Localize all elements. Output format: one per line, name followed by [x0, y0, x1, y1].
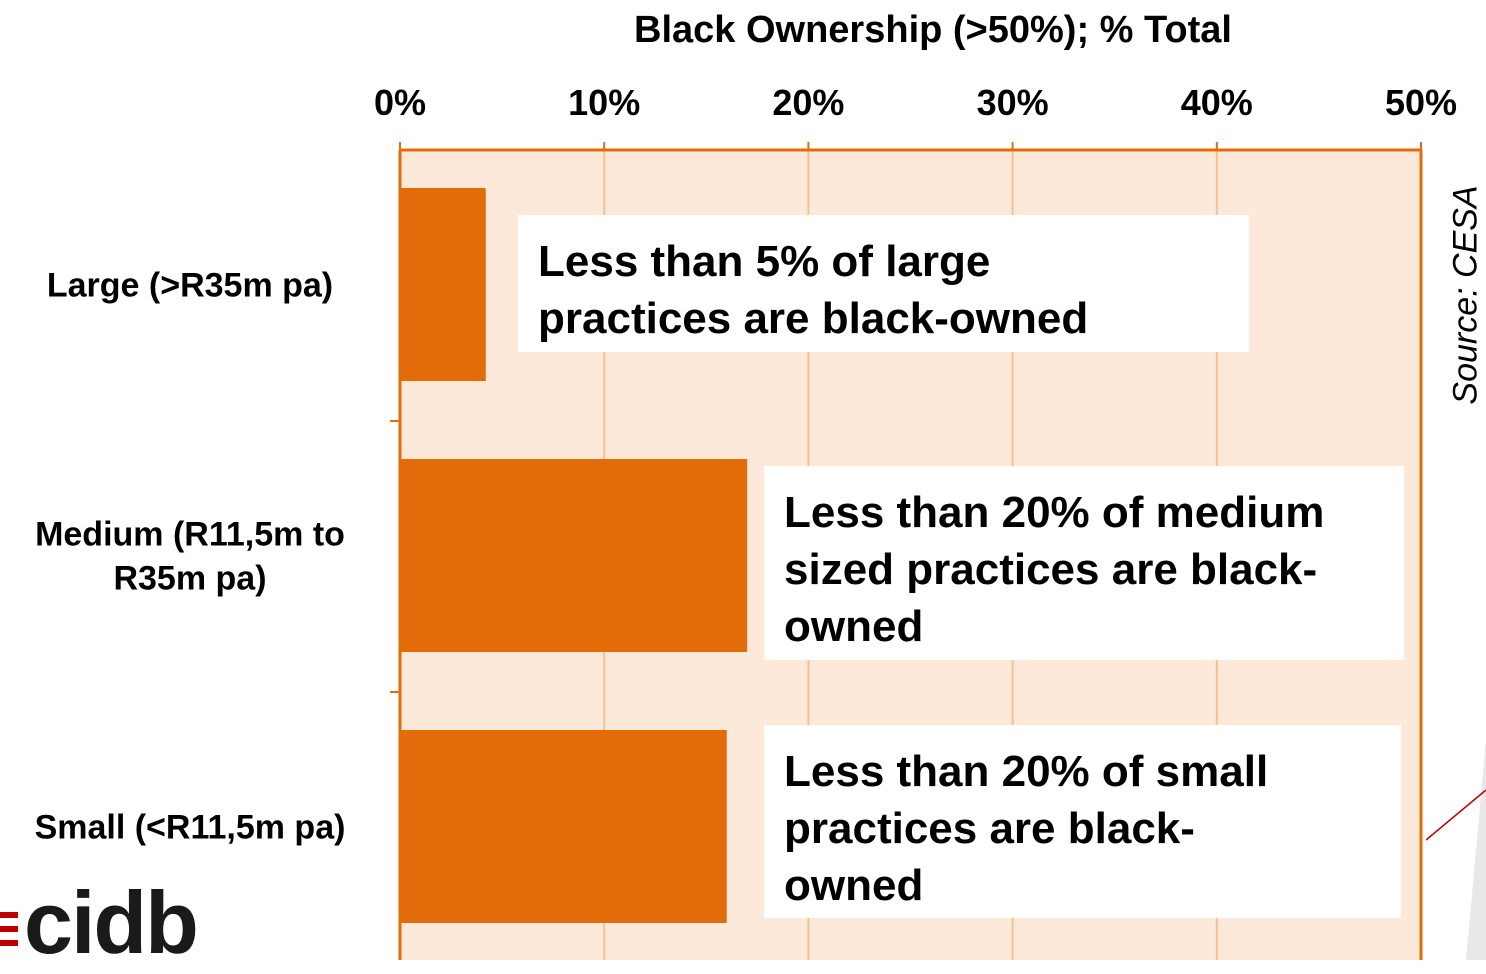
bar-2	[400, 730, 727, 923]
x-tick-label-10: 10%	[568, 82, 640, 123]
annotation-large: Less than 5% of large practices are blac…	[518, 215, 1249, 352]
x-tick-label-50: 50%	[1385, 82, 1457, 123]
decor-red-line	[1426, 789, 1486, 841]
category-label-2: Small (<R11,5m pa)	[35, 809, 346, 847]
source-note: Source: CESA	[1446, 175, 1486, 415]
annotation-small-line-2: practices are black-	[784, 804, 1195, 853]
x-tick-label-20: 20%	[772, 82, 844, 123]
category-label-0-line-0: Large (>R35m pa)	[47, 267, 333, 305]
chart-title: Black Ownership (>50%); % Total	[634, 9, 1232, 51]
category-label-1: Medium (R11,5m to R35m pa)	[35, 516, 345, 598]
annotation-medium: Less than 20% of medium sized practices …	[764, 466, 1404, 660]
bar-1	[400, 459, 748, 652]
annotation-small: Less than 20% of small practices are bla…	[764, 725, 1401, 918]
cidb-logo: cidb	[0, 873, 240, 972]
category-label-1-line-1: R35m pa)	[113, 560, 266, 598]
annotation-medium-line-3: owned	[784, 602, 924, 651]
source-text: Source: CESA	[1446, 185, 1485, 405]
category-label-2-line-0: Small (<R11,5m pa)	[35, 809, 346, 847]
x-tick-label-0: 0%	[374, 82, 426, 123]
annotation-small-line-3: owned	[784, 861, 924, 910]
x-tick-label-40: 40%	[1181, 82, 1253, 123]
logo-mark-icon	[0, 912, 18, 946]
annotation-large-line-2: practices are black-owned	[538, 294, 1089, 343]
decor-gray-shape	[1466, 740, 1486, 960]
annotation-medium-line-1: Less than 20% of medium	[784, 488, 1325, 537]
x-tick-label-30: 30%	[977, 82, 1049, 123]
category-label-1-line-0: Medium (R11,5m to	[35, 516, 345, 554]
annotation-small-line-1: Less than 20% of small	[784, 747, 1269, 796]
annotation-medium-line-2: sized practices are black-	[784, 545, 1318, 594]
logo-text: cidb	[24, 873, 199, 972]
decorative-corner-graphic	[1426, 740, 1486, 960]
category-label-0: Large (>R35m pa)	[47, 267, 333, 305]
bar-0	[400, 188, 486, 381]
annotation-large-line-1: Less than 5% of large	[538, 237, 991, 286]
